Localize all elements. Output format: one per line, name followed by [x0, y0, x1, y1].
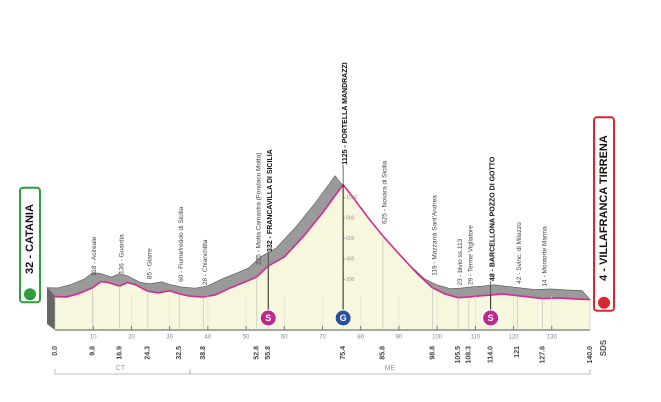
x-tick-label: 10 — [90, 335, 97, 341]
km-label: 32.5 — [176, 346, 183, 360]
y-tick-label: 1000 — [346, 195, 357, 201]
waypoint-label: 225 - Motta Camastra (Fondaco Motta) — [255, 153, 262, 265]
stage-endpoint: 32 - CATANIA — [24, 204, 36, 274]
waypoint-label: 119 - Mazzarrà Sant'Andrea — [431, 195, 438, 276]
marker — [334, 309, 352, 327]
x-tick-label: 110 — [471, 335, 481, 341]
waypoint-label: 48 - BARCELLONA POZZO DI GOTTO — [489, 156, 496, 281]
waypoint-label: 60 - Fiumefreddo di Sicilia — [178, 206, 185, 282]
waypoint-label: 29 - Terme Vigliatore — [468, 225, 475, 285]
y-tick-label: 600 — [346, 236, 355, 242]
km-label: 75.4 — [340, 346, 347, 360]
marker-symbol: S — [265, 313, 271, 323]
km-label: 24.3 — [145, 346, 152, 360]
x-tick-label: 30 — [166, 335, 173, 341]
x-tick-label: 70 — [319, 335, 326, 341]
km-label: 85.8 — [380, 346, 387, 360]
km-label: 9.8 — [89, 346, 96, 356]
km-label: 108.3 — [466, 346, 473, 364]
km-label: 0.0 — [52, 346, 59, 356]
x-tick-label: 40 — [205, 335, 212, 341]
stage-endpoint-box — [593, 116, 615, 312]
x-tick-label: 130 — [547, 335, 558, 341]
x-tick-label: 80 — [357, 335, 364, 341]
endpoint-icon — [598, 296, 610, 309]
marker — [482, 309, 500, 327]
km-label: 16.9 — [116, 346, 123, 360]
km-label: 121 — [514, 346, 521, 358]
profile-side — [47, 287, 55, 330]
waypoint-label: 14 - Montorte Marina — [541, 226, 548, 287]
km-label: 98.8 — [429, 346, 436, 360]
waypoint-label: 28 - Chianchitta — [202, 239, 209, 285]
endpoint-icon — [24, 288, 36, 301]
stage-endpoint-box — [19, 186, 41, 304]
profile-area — [55, 184, 590, 330]
x-tick-label: 50 — [243, 335, 250, 341]
waypoint-label: 136 - Guardia — [118, 234, 125, 274]
stage-endpoint: 4 - VILLAFRANCA TIRRENA — [598, 135, 610, 281]
waypoint-label: 23 - bivio ss.113 — [457, 238, 464, 285]
km-label: 52.8 — [254, 346, 261, 360]
y-tick-label: 800 — [346, 215, 355, 221]
waypoint-label: 42 - Svinc. di Milazzo — [516, 222, 523, 284]
x-tick-label: 120 — [509, 335, 520, 341]
km-label: 105.5 — [455, 346, 462, 364]
region-label: CT — [116, 365, 126, 372]
x-tick-label: 100 — [432, 335, 443, 341]
waypoint-label: 1125 - PORTELLA MANDRAZZI — [342, 62, 349, 164]
km-label: 114.0 — [487, 346, 494, 363]
km-label: 38.8 — [200, 346, 207, 360]
km-label: 127.6 — [539, 346, 546, 364]
km-label: 140.0 — [587, 346, 594, 364]
x-tick-label: 20 — [128, 335, 135, 341]
profile-line — [54, 183, 591, 301]
y-tick-label: 200 — [346, 277, 355, 283]
waypoint-label: 625 - Novara di Sicilia — [382, 160, 389, 224]
finish-note: SDS — [599, 339, 608, 356]
x-tick-label: 90 — [396, 335, 403, 341]
region-bracket — [189, 369, 591, 375]
waypoint-label: 118 - Acireale — [91, 236, 98, 276]
x-tick-label: 60 — [281, 335, 288, 341]
marker-symbol: S — [488, 313, 494, 323]
marker — [259, 309, 277, 327]
waypoint-label: 85 - Giarre — [147, 248, 154, 279]
region-label: ME — [385, 365, 396, 372]
y-tick-label: 400 — [346, 256, 355, 262]
km-label: 55.8 — [265, 346, 272, 360]
waypoint-label: 332 - FRANCAVILLA DI SICILIA — [267, 149, 274, 252]
marker-symbol: G — [340, 313, 347, 323]
